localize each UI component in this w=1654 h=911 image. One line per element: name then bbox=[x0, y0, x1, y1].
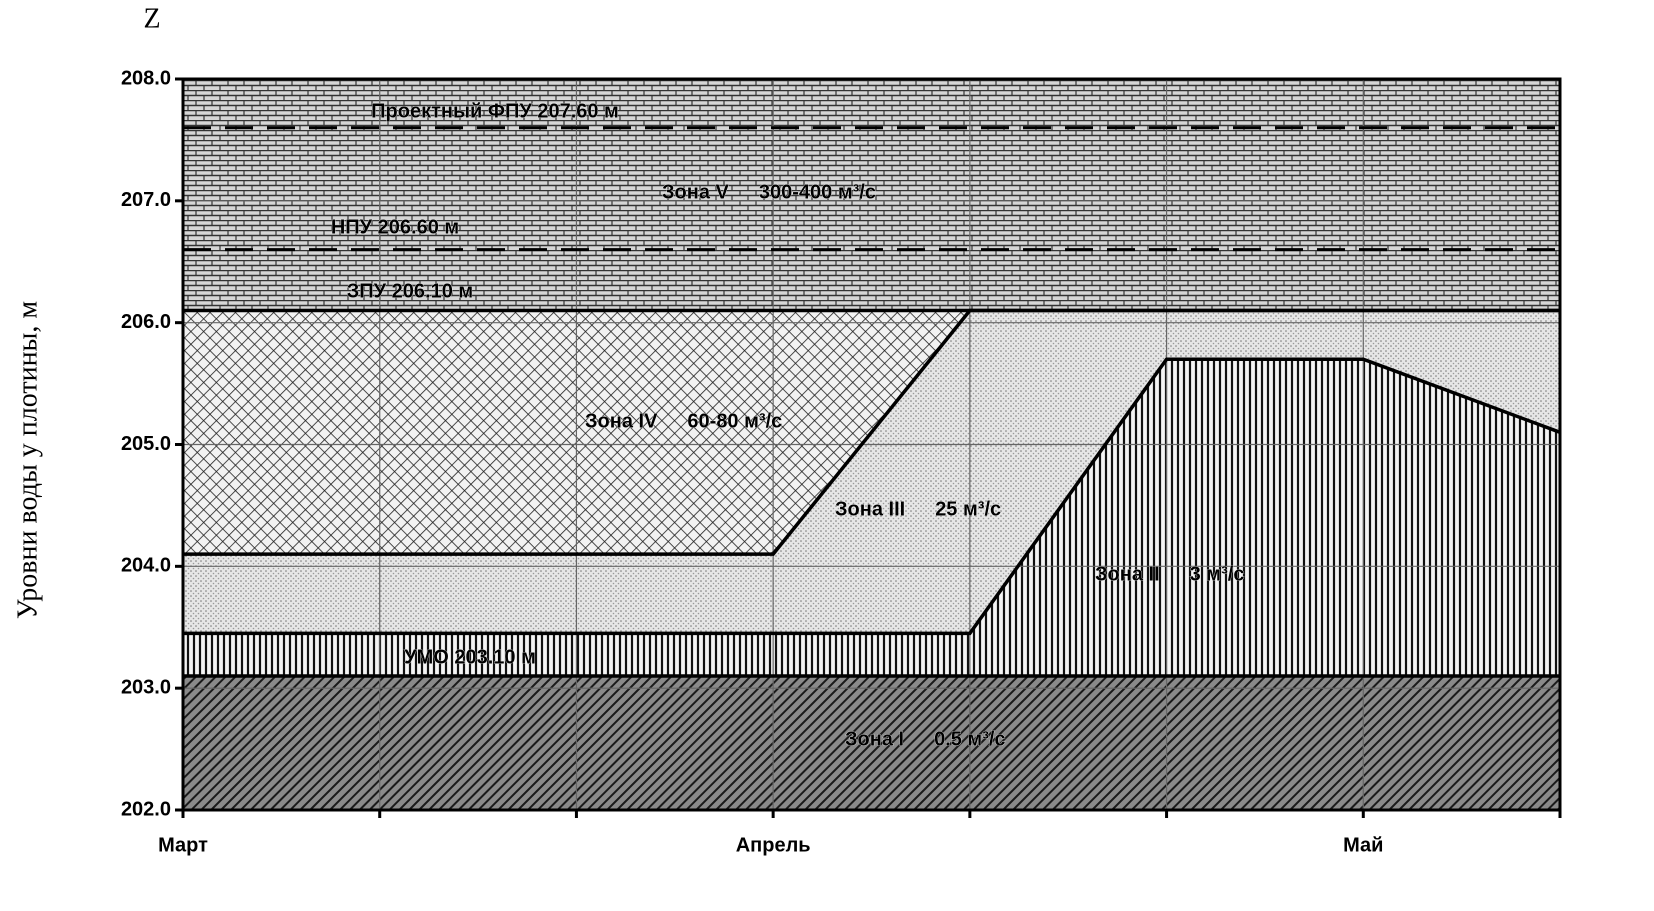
y-axis-title: Уровни воды у плотины, м bbox=[12, 301, 43, 619]
y-tick-label: 202.0 bbox=[121, 798, 171, 820]
x-tick-label: Апрель bbox=[736, 834, 811, 856]
zone-name: Зона II bbox=[1095, 563, 1160, 585]
y-tick-label: 205.0 bbox=[121, 433, 171, 455]
zone-flow: 3 м³/с bbox=[1190, 563, 1245, 585]
y-tick-label: 204.0 bbox=[121, 555, 171, 577]
zone-area bbox=[183, 79, 1560, 311]
boundary-line bbox=[183, 357, 1561, 636]
zone-flow: 60-80 м³/с bbox=[687, 410, 782, 432]
zone-flow: 300-400 м³/с bbox=[759, 181, 876, 203]
boundary-label: НПУ 206.60 м bbox=[331, 216, 459, 238]
zone-name: Зона III bbox=[835, 498, 905, 520]
zone-name: Зона V bbox=[662, 181, 730, 203]
x-tick-label: Март bbox=[158, 834, 208, 856]
zone-area bbox=[183, 359, 1560, 676]
zone-flow: 25 м³/с bbox=[935, 498, 1001, 520]
boundary-label: УМО 203.10 м bbox=[404, 646, 536, 668]
zone-area bbox=[183, 310, 1560, 634]
boundary-label: ЗПУ 206.10 м bbox=[347, 280, 473, 302]
x-tick-label: Май bbox=[1343, 834, 1383, 856]
y-tick-label: 207.0 bbox=[121, 189, 171, 211]
zone-area bbox=[183, 675, 1560, 810]
z-label: Z bbox=[143, 3, 160, 34]
y-tick-label: 203.0 bbox=[121, 676, 171, 698]
zone-flow: 0.5 м³/с bbox=[934, 728, 1006, 750]
y-tick-label: 206.0 bbox=[121, 311, 171, 333]
zone-name: Зона I bbox=[845, 728, 904, 750]
y-tick-label: 208.0 bbox=[121, 67, 171, 89]
boundary-label: Проектный ФПУ 207.60 м bbox=[371, 100, 619, 122]
zone-name: Зона IV bbox=[585, 410, 658, 432]
